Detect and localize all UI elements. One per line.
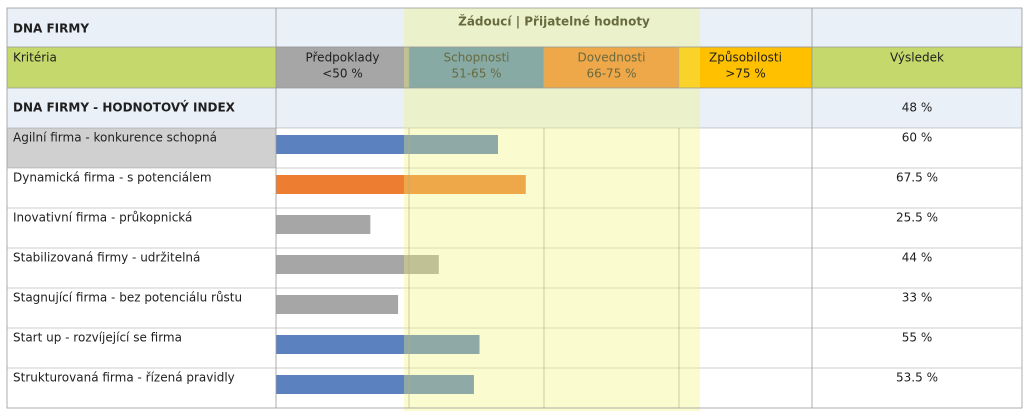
row-label: Stabilizovaná firmy - udržitelná [13, 251, 200, 265]
value-label: 67.5 % [896, 171, 938, 185]
value-label: 60 % [902, 131, 933, 145]
table-border [6, 7, 1023, 409]
result-header: Výsledek [890, 51, 944, 65]
row-label: Inovativní firma - průkopnická [13, 211, 192, 225]
level-range: >75 % [725, 67, 766, 81]
level-range: 66-75 % [586, 67, 636, 81]
level-name: Dovednosti [578, 51, 646, 65]
level-name: Předpoklady [305, 51, 379, 65]
row-label: Start up - rozvíjející se firma [13, 331, 182, 345]
row-label: Dynamická firma - s potenciálem [13, 171, 212, 185]
bar [276, 255, 439, 274]
criteria-label: Kritéria [13, 51, 57, 65]
row-label: Strukturovaná firma - řízená pravidly [13, 371, 235, 385]
value-label: 53.5 % [896, 371, 938, 385]
level-header [543, 46, 680, 89]
bar [276, 135, 498, 154]
header-bg [7, 8, 1022, 47]
row-label: Agilní firma - konkurence schopná [13, 131, 217, 145]
level-name: Schopnosti [443, 51, 509, 65]
bar [276, 375, 474, 394]
index-value: 48 % [902, 101, 933, 115]
criteria-bg [7, 47, 276, 88]
band-title: Žádoucí | Přijatelné hodnoty [458, 14, 650, 29]
level-range: 51-65 % [451, 67, 501, 81]
acceptable-band [404, 8, 700, 411]
value-label: 44 % [902, 251, 933, 265]
row-label: Stagnující firma - bez potenciálu růstu [13, 291, 242, 305]
index-label: DNA FIRMY - HODNOTOVÝ INDEX [13, 100, 236, 115]
level-name: Způsobilosti [709, 51, 782, 65]
index-bg [7, 88, 1022, 128]
level-header [678, 46, 813, 89]
selected-cell [7, 128, 276, 168]
bar [276, 215, 371, 234]
result-header-bg [812, 47, 1022, 88]
value-label: 33 % [902, 291, 933, 305]
bar [276, 335, 480, 354]
header-title: DNA FIRMY [13, 22, 89, 36]
bar [276, 295, 399, 314]
level-range: <50 % [322, 67, 363, 81]
value-label: 55 % [902, 331, 933, 345]
level-header [408, 46, 545, 89]
value-label: 25.5 % [896, 211, 938, 225]
bar [276, 175, 526, 194]
